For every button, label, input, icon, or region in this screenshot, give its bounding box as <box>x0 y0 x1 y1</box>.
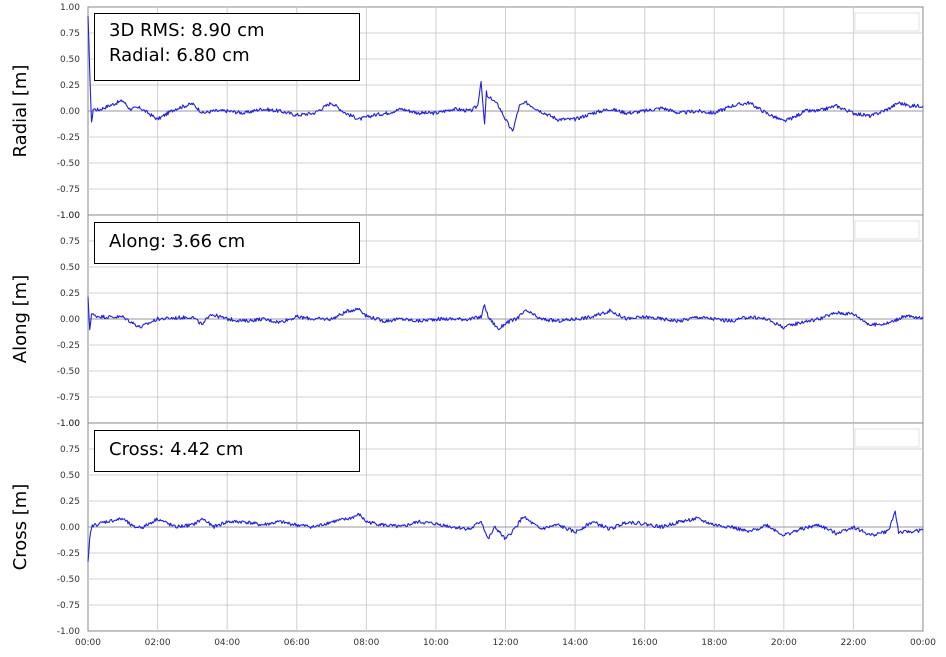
y-tick-label-1-6: -0.50 <box>57 367 81 377</box>
x-tick-label-10: 20:00 <box>771 638 797 648</box>
x-tick-label-9: 18:00 <box>701 638 727 648</box>
legend-box-0 <box>855 13 919 31</box>
y-tick-label-2-2: 0.50 <box>60 471 80 481</box>
y-tick-label-1-3: 0.25 <box>60 289 80 299</box>
annotation-along: Along: 3.66 cm <box>109 227 345 257</box>
y-tick-label-0-7: -0.75 <box>57 185 80 195</box>
y-tick-label-0-6: -0.50 <box>57 159 81 169</box>
y-tick-label-1-0: 1.00 <box>60 211 80 221</box>
y-axis-label-0: Radial [m] <box>10 65 31 158</box>
x-tick-label-11: 22:00 <box>840 638 866 648</box>
x-tick-label-12: 00:00 <box>910 638 936 648</box>
stats-box-along: Along: 3.66 cm <box>94 222 360 264</box>
y-tick-label-2-6: -0.50 <box>57 575 81 585</box>
y-tick-label-0-0: 1.00 <box>60 3 80 13</box>
y-tick-label-1-5: -0.25 <box>57 341 80 351</box>
y-tick-label-2-3: 0.25 <box>60 497 80 507</box>
y-tick-label-1-7: -0.75 <box>57 393 80 403</box>
x-tick-label-6: 12:00 <box>493 638 519 648</box>
y-tick-label-2-8: -1.00 <box>57 627 81 637</box>
y-tick-label-2-5: -0.25 <box>57 549 80 559</box>
y-axis-label-2: Cross [m] <box>10 484 31 571</box>
y-tick-label-0-5: -0.25 <box>57 133 80 143</box>
x-tick-label-0: 00:00 <box>75 638 101 648</box>
y-tick-label-0-2: 0.50 <box>60 55 80 65</box>
legend-box-1 <box>855 221 919 239</box>
y-tick-label-0-3: 0.25 <box>60 81 80 91</box>
y-tick-label-0-1: 0.75 <box>60 29 80 39</box>
x-tick-label-7: 14:00 <box>562 638 588 648</box>
x-tick-label-2: 04:00 <box>214 638 240 648</box>
annotation-radial: Radial: 6.80 cm <box>109 43 345 68</box>
x-tick-label-4: 08:00 <box>353 638 379 648</box>
y-axis-label-1: Along [m] <box>10 275 31 363</box>
stats-box-radial: 3D RMS: 8.90 cm Radial: 6.80 cm <box>94 13 360 81</box>
legend-box-2 <box>855 429 919 447</box>
y-tick-label-2-7: -0.75 <box>57 601 80 611</box>
annotation-cross: Cross: 4.42 cm <box>109 435 345 465</box>
y-tick-label-1-1: 0.75 <box>60 237 80 247</box>
x-tick-label-3: 06:00 <box>284 638 310 648</box>
y-tick-label-1-2: 0.50 <box>60 263 80 273</box>
y-tick-label-0-4: 0.00 <box>60 107 80 117</box>
stats-box-cross: Cross: 4.42 cm <box>94 430 360 472</box>
y-tick-label-2-0: 1.00 <box>60 419 80 429</box>
annotation-3d-rms: 3D RMS: 8.90 cm <box>109 18 345 43</box>
y-tick-label-2-1: 0.75 <box>60 445 80 455</box>
y-tick-label-1-4: 0.00 <box>60 315 80 325</box>
x-tick-label-5: 10:00 <box>423 638 449 648</box>
x-tick-label-1: 02:00 <box>145 638 171 648</box>
x-tick-label-8: 16:00 <box>632 638 658 648</box>
y-tick-label-2-4: 0.00 <box>60 523 80 533</box>
